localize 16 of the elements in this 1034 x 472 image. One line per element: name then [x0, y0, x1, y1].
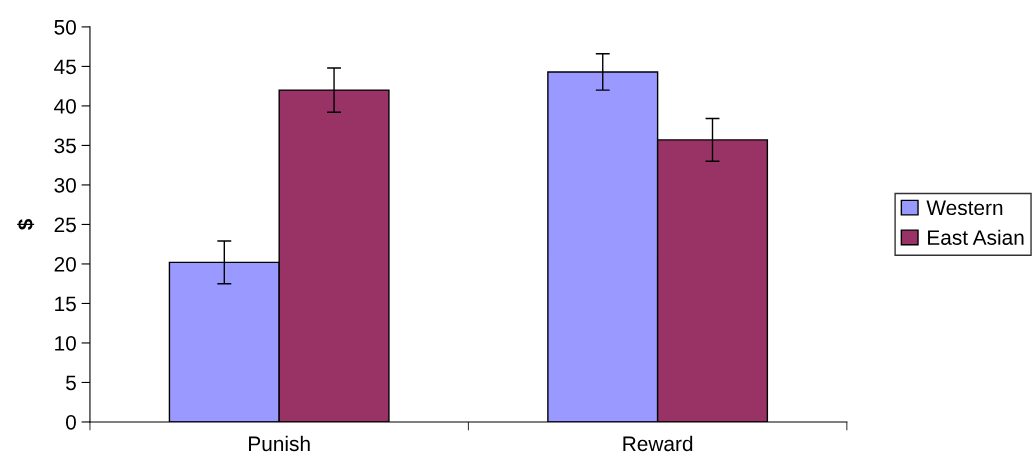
y-tick-label: 30	[54, 177, 76, 193]
x-tick-label: Punish	[249, 435, 310, 452]
y-tick-label: 35	[54, 138, 76, 154]
y-tick-label: 10	[55, 335, 76, 351]
x-tick-label: Reward	[623, 435, 693, 452]
legend-label: East Asian	[928, 229, 1024, 245]
y-tick-label: 20	[54, 256, 76, 272]
y-tick-label: 5	[66, 375, 76, 391]
legend-label: Western	[926, 200, 1003, 216]
y-tick-label: 15	[55, 296, 76, 312]
y-tick-label: 0	[65, 414, 76, 430]
y-tick-label: 25	[54, 217, 76, 233]
y-tick-label: 50	[54, 19, 76, 35]
y-axis-title: $	[17, 218, 35, 230]
y-tick-label: 45	[54, 59, 76, 75]
y-tick-label: 40	[54, 98, 76, 114]
